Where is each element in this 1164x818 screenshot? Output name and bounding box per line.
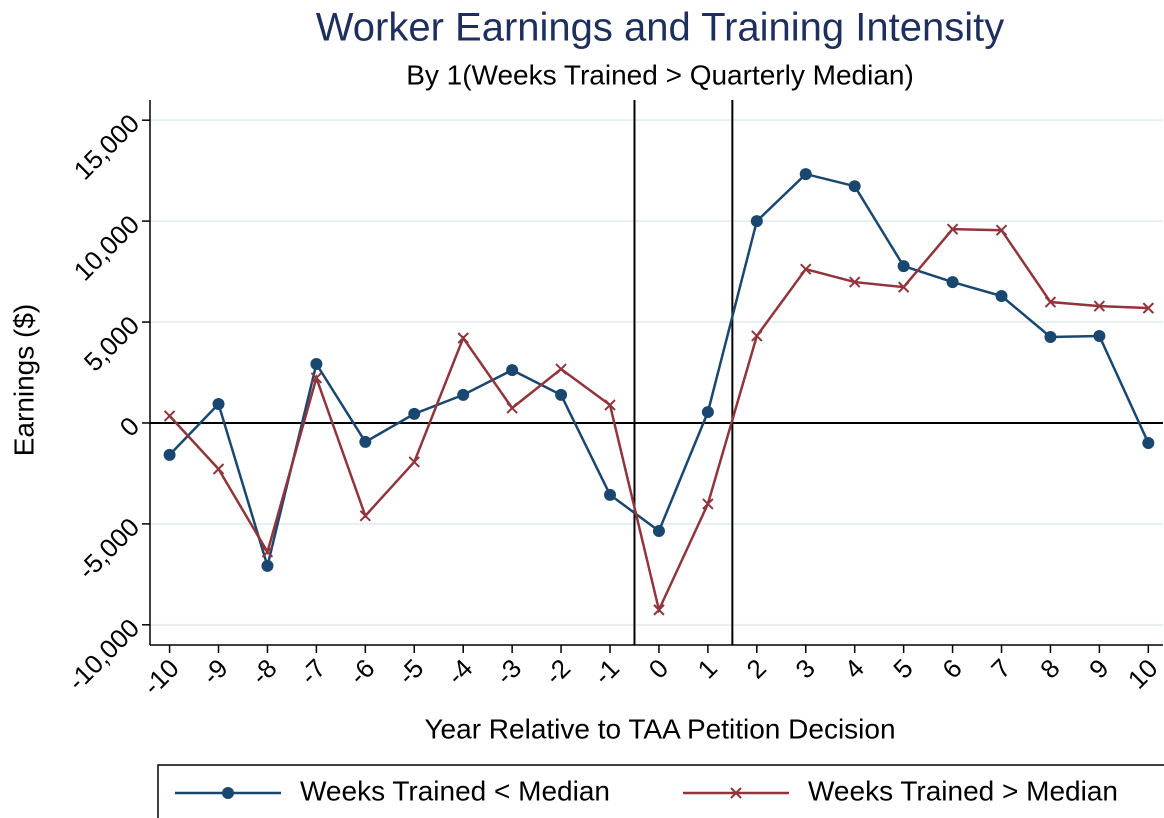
point xyxy=(555,388,568,401)
point xyxy=(653,604,665,616)
x-tick-label: 4 xyxy=(838,653,869,684)
point xyxy=(359,435,372,448)
point xyxy=(799,168,812,181)
point xyxy=(1044,296,1057,308)
point xyxy=(163,410,176,422)
point xyxy=(750,215,763,228)
y-tick-label: 5,000 xyxy=(78,310,145,377)
legend-label: Weeks Trained > Median xyxy=(808,775,1118,806)
x-tick-label: 10 xyxy=(1122,653,1164,695)
y-tick-label: 10,000 xyxy=(68,209,145,286)
point xyxy=(408,407,421,420)
point xyxy=(261,546,274,558)
point xyxy=(1093,300,1106,312)
x-tick-label: 0 xyxy=(643,653,674,684)
point xyxy=(261,559,274,572)
series-line xyxy=(168,227,1149,614)
point xyxy=(848,180,861,193)
x-tick-label: 1 xyxy=(692,653,723,684)
point xyxy=(897,260,910,273)
point xyxy=(222,787,234,799)
x-tick-label: 7 xyxy=(985,653,1016,684)
point xyxy=(310,372,323,384)
point xyxy=(751,330,763,342)
x-tick-label: -5 xyxy=(392,653,430,691)
point xyxy=(1142,302,1155,314)
y-axis-label: Earnings ($) xyxy=(8,304,39,457)
point xyxy=(897,281,910,293)
x-axis-label: Year Relative to TAA Petition Decision xyxy=(424,713,895,744)
point xyxy=(310,358,323,371)
chart-subtitle: By 1(Weeks Trained > Quarterly Median) xyxy=(406,59,914,90)
point xyxy=(652,524,665,537)
point xyxy=(702,498,714,510)
x-tick-label: -2 xyxy=(539,653,577,691)
x-tick-label: 2 xyxy=(740,653,771,684)
x-tick-label: -1 xyxy=(588,653,626,691)
point xyxy=(506,364,519,377)
y-tick-label: 15,000 xyxy=(68,108,145,185)
x-tick-label: -10 xyxy=(137,653,185,701)
x-tick-label: 3 xyxy=(789,653,820,684)
point xyxy=(408,456,420,468)
point xyxy=(555,363,567,375)
x-tick-label: 8 xyxy=(1034,653,1065,684)
y-tick-label: -10,000 xyxy=(62,613,146,697)
point xyxy=(604,399,616,411)
x-tick-label: -9 xyxy=(196,653,234,691)
point xyxy=(946,276,959,289)
x-tick-label: -7 xyxy=(294,653,332,691)
point xyxy=(995,289,1008,302)
point xyxy=(163,448,176,461)
point xyxy=(212,397,225,410)
x-tick-label: -8 xyxy=(245,653,283,691)
x-tick-label: 5 xyxy=(887,653,918,684)
point xyxy=(457,332,469,344)
point xyxy=(1093,329,1106,342)
x-tick-label: -6 xyxy=(343,653,381,691)
point xyxy=(730,787,742,799)
point xyxy=(995,224,1008,236)
point xyxy=(457,388,470,401)
point xyxy=(1044,330,1057,343)
point xyxy=(212,463,225,475)
point xyxy=(701,406,714,419)
point xyxy=(1142,436,1155,449)
x-tick-label: 9 xyxy=(1083,653,1114,684)
point xyxy=(946,223,959,235)
legend-label: Weeks Trained < Median xyxy=(300,775,610,806)
y-tick-label: -5,000 xyxy=(72,512,145,585)
x-tick-label: -4 xyxy=(441,653,479,691)
chart-title: Worker Earnings and Training Intensity xyxy=(316,6,1005,50)
legend-box xyxy=(157,764,1164,818)
point xyxy=(848,276,861,288)
point xyxy=(604,488,617,501)
y-tick-label: 0 xyxy=(114,411,145,442)
point xyxy=(800,263,812,275)
point xyxy=(506,402,518,414)
x-tick-label: -3 xyxy=(490,653,528,691)
point xyxy=(359,510,372,522)
x-tick-label: 6 xyxy=(936,653,967,684)
